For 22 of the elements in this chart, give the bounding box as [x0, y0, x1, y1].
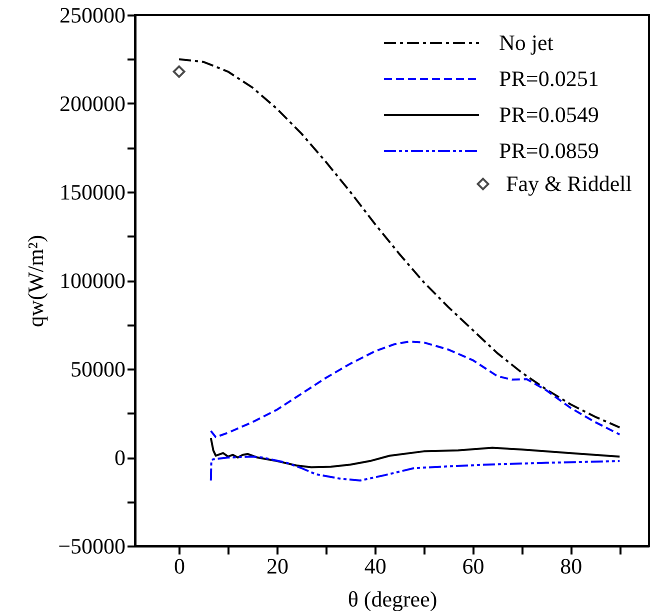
x-tick-label: 60: [462, 554, 484, 578]
y-tick-label: 150000: [60, 180, 126, 204]
x-tick-label: 20: [266, 554, 288, 578]
y-tick-label: 50000: [70, 356, 126, 382]
x-tick-label: 40: [364, 554, 386, 578]
line-series: [210, 340, 621, 438]
y-tick-label: −50000: [58, 534, 126, 558]
line-series: [210, 456, 621, 482]
y-tick-label: 0: [114, 445, 126, 470]
line-series: [210, 437, 621, 468]
y-tick-label: 100000: [60, 268, 126, 293]
legend-label: PR=0.0859: [499, 138, 599, 163]
x-axis-title: θ (degree): [348, 586, 438, 611]
legend-label: PR=0.0251: [499, 66, 599, 91]
x-tick-label: 0: [174, 554, 186, 578]
legend-label: PR=0.0549: [499, 102, 599, 127]
legend-label: Fay & Riddell: [506, 171, 632, 196]
x-tick-label: 80: [560, 554, 582, 578]
y-axis-title: qw(W/m²): [23, 234, 48, 328]
y-tick-label: 200000: [60, 91, 126, 116]
y-tick-label: 250000: [60, 2, 126, 28]
legend-label: No jet: [499, 30, 554, 55]
